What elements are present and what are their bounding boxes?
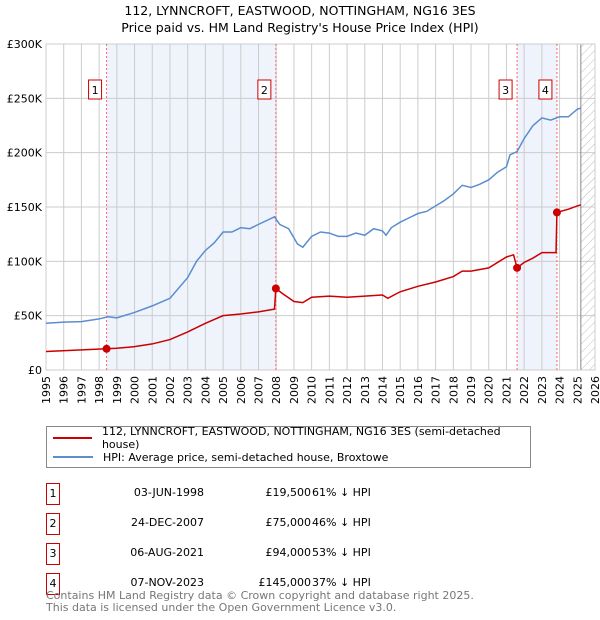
sale-hpi-diff: 53% ↓ HPI [312,546,371,559]
hpi-line [45,107,582,325]
sale-number-label: 2 [261,84,268,97]
footer-line-2: This data is licensed under the Open Gov… [46,601,397,614]
sale-hpi-diff: 46% ↓ HPI [312,516,371,529]
sale-number-box [538,79,553,100]
sale-point [102,344,111,353]
x-tick-label: 2022 [518,376,531,404]
legend-label: HPI: Average price, semi-detached house,… [103,450,389,464]
sale-hpi-diff: 37% ↓ HPI [312,576,371,589]
sale-number: 1 [46,483,60,505]
y-tick-label: £50K [14,310,43,323]
x-tick-label: 1996 [58,376,71,404]
sale-price: £94,000 [265,546,312,559]
sale-date: 03-JUN-1998 [133,486,204,499]
x-tick-label: 2019 [465,376,478,404]
legend: 112, LYNNCROFT, EASTWOOD, NOTTINGHAM, NG… [46,425,531,468]
sale-point [271,284,280,293]
legend-item-hpi: HPI: Average price, semi-detached house,… [53,448,388,466]
sale-number-box [88,79,103,100]
chart-subtitle: Price paid vs. HM Land Registry's House … [121,20,479,35]
sale-row: 2 24-DEC-2007 £75,000 46% ↓ HPI [46,513,466,535]
x-tick-label: 2006 [235,376,248,404]
y-tick-label: £100K [7,255,43,268]
x-tick-label: 2024 [554,376,567,404]
footer: Contains HM Land Registry data © Crown c… [46,590,474,614]
sale-number-label: 4 [542,84,549,97]
x-tick-label: 2007 [253,376,266,404]
forecast-hatch [580,44,595,370]
legend-item-property: 112, LYNNCROFT, EASTWOOD, NOTTINGHAM, NG… [53,425,530,451]
sale-row: 4 07-NOV-2023 £145,000 37% ↓ HPI [46,573,466,595]
x-tick-label: 2003 [182,376,195,404]
sale-number: 2 [46,513,60,535]
x-tick-label: 2026 [589,376,600,404]
sale-price: £145,000 [258,576,312,589]
x-tick-label: 2009 [288,376,301,404]
x-tick-label: 2005 [217,376,230,404]
sale-number-box [257,79,272,100]
x-tick-label: 2014 [376,376,389,404]
y-tick-label: £200K [7,147,43,160]
x-tick-label: 2001 [146,376,159,404]
x-tick-label: 2011 [323,376,336,404]
x-tick-label: 2000 [129,376,142,404]
x-tick-label: 2025 [571,376,584,404]
chart-title: 112, LYNNCROFT, EASTWOOD, NOTTINGHAM, NG… [124,3,476,18]
sale-number: 4 [46,573,60,595]
sale-price: £19,500 [265,486,312,499]
footer-line-1: Contains HM Land Registry data © Crown c… [46,589,474,602]
x-tick-label: 1998 [93,376,106,404]
legend-swatch-red [53,437,92,439]
x-tick-label: 2008 [270,376,283,404]
sale-point [552,208,561,217]
x-tick-label: 2023 [536,376,549,404]
x-tick-label: 2004 [199,376,212,404]
sale-number: 3 [46,543,60,565]
x-tick-label: 2012 [341,376,354,404]
x-tick-label: 2018 [447,376,460,404]
x-tick-label: 1999 [111,376,124,404]
x-tick-label: 2010 [306,376,319,404]
sale-number-label: 1 [92,84,99,97]
y-tick-label: £300K [7,38,43,51]
y-tick-label: £150K [7,201,43,214]
sale-date: 07-NOV-2023 [130,576,204,589]
sale-row: 1 03-JUN-1998 £19,500 61% ↓ HPI [46,483,466,505]
property-price-line [45,204,582,353]
plot-border [45,43,596,371]
sale-number-box [498,79,513,100]
x-tick-label: 2016 [412,376,425,404]
sale-number-label: 3 [502,84,509,97]
sale-date: 06-AUG-2021 [130,546,204,559]
price-chart: 1995 1996 1997 1998 1999 2000 2001 2002 2003 2004… [7,38,600,404]
sale-price: £75,000 [265,516,312,529]
x-tick-label: 2013 [359,376,372,404]
x-tick-label: 2002 [164,376,177,404]
x-tick-label: 2021 [500,376,513,404]
x-tick-label: 1997 [75,376,88,404]
sale-point [513,263,522,272]
legend-label: 112, LYNNCROFT, EASTWOOD, NOTTINGHAM, NG… [101,425,501,451]
x-tick-label: 2020 [483,376,496,404]
sale-hpi-diff: 61% ↓ HPI [312,486,371,499]
x-tick-label: 2015 [394,376,407,404]
legend-swatch-blue [53,456,93,458]
y-tick-label: £250K [7,92,43,105]
sale-row: 3 06-AUG-2021 £94,000 53% ↓ HPI [46,543,466,565]
x-tick-label: 2017 [430,376,443,404]
y-tick-label: £0 [28,364,42,377]
sale-date: 24-DEC-2007 [130,516,204,529]
x-tick-label: 1995 [40,376,53,404]
